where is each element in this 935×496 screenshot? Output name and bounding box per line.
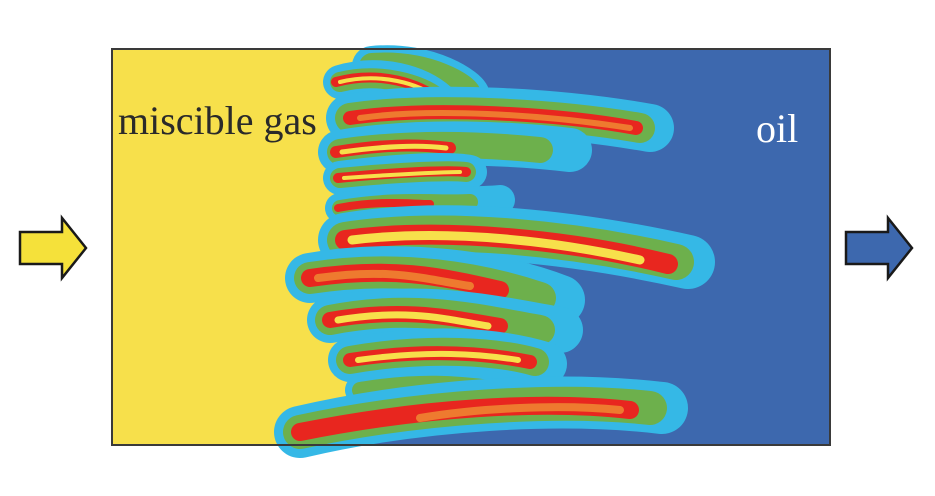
inlet-arrow-icon: [18, 214, 88, 282]
viscous-fingers: [274, 45, 715, 458]
oil-label: oil: [756, 106, 798, 151]
outlet-arrow-icon: [844, 214, 914, 282]
gas-label: miscible gas: [118, 98, 317, 143]
reservoir-domain: [111, 45, 831, 458]
